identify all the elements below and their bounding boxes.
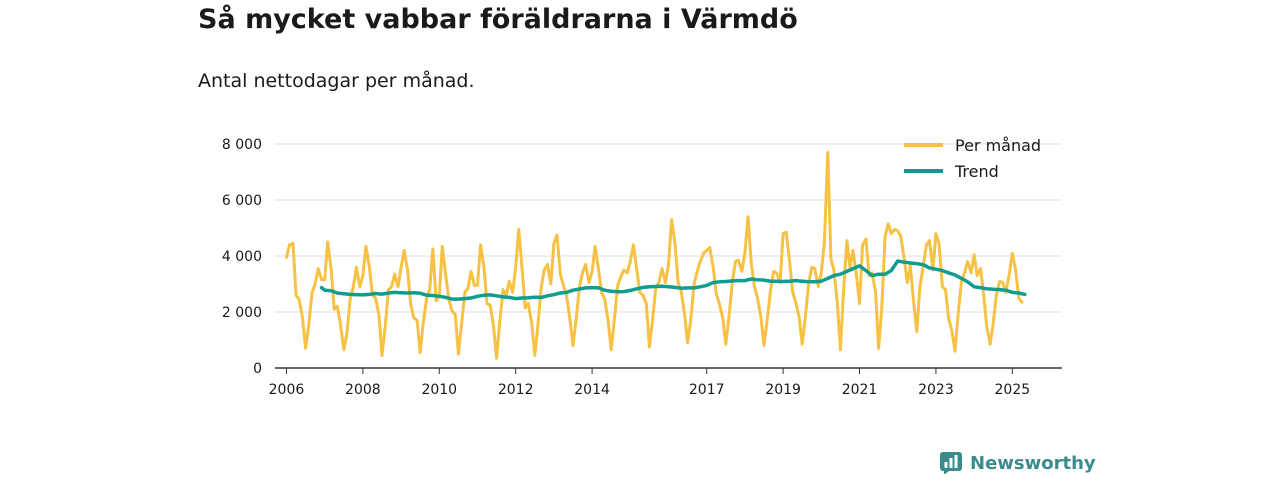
x-tick-label: 2012: [498, 382, 534, 398]
newsworthy-logo-icon: [940, 452, 962, 474]
brand-logo[interactable]: Newsworthy: [940, 452, 1096, 474]
y-tick-label: 0: [253, 361, 262, 377]
y-tick-label: 6 000: [222, 193, 262, 209]
x-tick-label: 2019: [765, 382, 801, 398]
chart-title: Så mycket vabbar föräldrarna i Värmdö: [198, 4, 798, 35]
series-lines: [285, 150, 1027, 360]
legend: Per månad Trend: [904, 136, 1041, 181]
legend-label-per-manad: Per månad: [955, 136, 1041, 155]
y-tick-label: 8 000: [222, 137, 262, 153]
x-tick-label: 2021: [842, 382, 878, 398]
x-tick-label: 2017: [689, 382, 725, 398]
series-line-trend: [319, 259, 1027, 301]
x-tick-label: 2010: [421, 382, 457, 398]
x-tick-label: 2023: [918, 382, 954, 398]
brand-name: Newsworthy: [970, 452, 1096, 474]
x-tick-label: 2008: [345, 382, 381, 398]
series-line-per-manad: [285, 150, 1024, 360]
y-tick-label: 4 000: [222, 249, 262, 265]
x-tick-label: 2025: [995, 382, 1031, 398]
x-tick-label: 2006: [269, 382, 305, 398]
x-tick-label: 2014: [574, 382, 610, 398]
axes: 0 2 000 4 000 6 000 8 000 2006 2008 2010 2012 201…: [222, 137, 1062, 398]
y-tick-label: 2 000: [222, 305, 262, 321]
chart-subtitle: Antal nettodagar per månad.: [198, 70, 475, 92]
legend-label-trend: Trend: [954, 162, 999, 181]
